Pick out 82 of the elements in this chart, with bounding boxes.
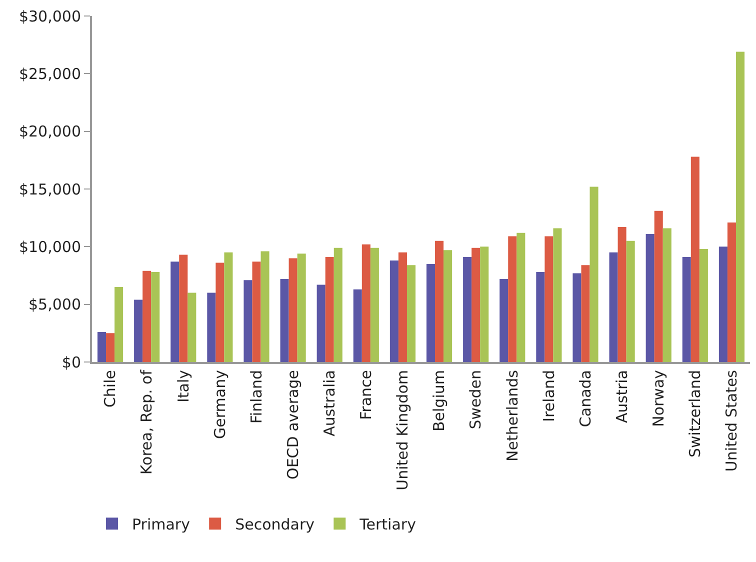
x-tick-label: United Kingdom — [394, 370, 412, 490]
x-tick-label: Norway — [649, 370, 668, 427]
y-tick-label: $0 — [62, 353, 81, 372]
y-tick-label: $10,000 — [18, 238, 81, 256]
y-tick-label: $25,000 — [18, 64, 81, 83]
bar — [699, 248, 708, 362]
x-tick-label: Chile — [101, 370, 120, 408]
bar — [142, 270, 152, 362]
bar — [316, 284, 326, 362]
bar — [134, 300, 143, 362]
bar — [472, 248, 480, 362]
bar — [260, 251, 270, 362]
bar — [553, 228, 562, 362]
bar — [398, 252, 407, 362]
bar — [370, 248, 379, 362]
bar — [536, 272, 545, 362]
bar — [297, 254, 306, 362]
bar — [188, 292, 196, 362]
x-tick-label: Korea, Rep. of — [138, 369, 156, 475]
bar — [252, 262, 261, 362]
x-tick-label: France — [357, 370, 376, 420]
bar — [508, 236, 517, 362]
bar — [244, 280, 252, 362]
bar — [390, 260, 398, 362]
bar — [444, 250, 452, 362]
x-tick-label: Belgium — [430, 370, 448, 432]
bar — [406, 265, 416, 362]
x-tick-label: Canada — [576, 370, 594, 428]
bar — [618, 227, 626, 362]
bar — [97, 332, 106, 362]
bar — [426, 264, 436, 362]
bar — [682, 257, 691, 362]
x-tick-label: Switzerland — [686, 370, 704, 458]
bar — [179, 254, 188, 362]
bar — [500, 278, 508, 362]
x-tick-label: Netherlands — [503, 370, 522, 462]
y-tick-label: $30,000 — [18, 7, 81, 26]
bar — [353, 289, 362, 362]
x-tick-label: Austria — [612, 370, 631, 423]
x-tick-label: Germany — [210, 370, 229, 439]
bar — [216, 262, 224, 362]
bar — [151, 272, 160, 362]
legend-label: Primary — [132, 515, 190, 534]
bar — [544, 236, 554, 362]
bar — [718, 246, 728, 362]
legend-label: Secondary — [235, 515, 315, 534]
bar — [581, 265, 590, 362]
bar — [325, 257, 334, 362]
bar — [736, 52, 745, 362]
bar — [690, 156, 700, 362]
bar — [224, 252, 233, 362]
bar — [626, 240, 635, 362]
bar — [654, 210, 663, 362]
bar — [572, 273, 582, 362]
bar — [646, 234, 654, 362]
x-tick-label: United States — [722, 370, 741, 472]
bar — [207, 292, 216, 362]
bar — [435, 240, 444, 362]
bar — [280, 278, 289, 362]
bar — [362, 244, 370, 362]
bar — [480, 246, 489, 362]
bar — [334, 248, 342, 362]
bar — [114, 287, 124, 362]
bar — [516, 232, 526, 362]
y-tick-label: $20,000 — [18, 122, 81, 141]
y-tick-label: $5,000 — [28, 296, 81, 314]
bar — [727, 222, 736, 362]
bar — [662, 228, 672, 362]
bar — [106, 333, 115, 362]
y-tick-label: $15,000 — [18, 180, 81, 198]
bar — [288, 258, 298, 362]
bar — [590, 186, 598, 362]
bar — [609, 252, 618, 362]
x-tick-label: Italy — [174, 370, 192, 403]
x-tick-label: Sweden — [466, 370, 485, 430]
bar — [463, 257, 472, 362]
bar — [170, 262, 180, 362]
x-tick-label: Australia — [320, 370, 338, 436]
x-tick-label: OECD average — [284, 370, 302, 480]
x-tick-label: Ireland — [540, 370, 558, 422]
x-tick-label: Finland — [247, 370, 266, 424]
legend-label: Tertiary — [358, 515, 416, 534]
